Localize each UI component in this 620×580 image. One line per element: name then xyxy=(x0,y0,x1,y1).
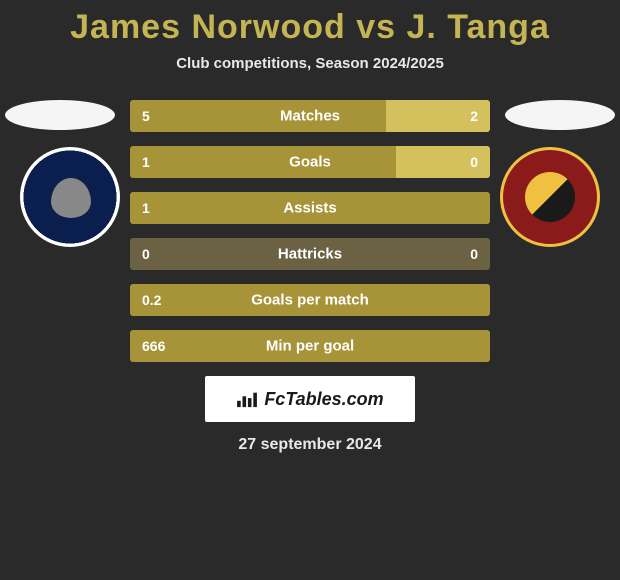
bar-value-player1: 666 xyxy=(142,338,165,354)
bar-value-player1: 5 xyxy=(142,108,150,124)
brand-chart-icon xyxy=(236,390,258,408)
bar-value-player1: 0 xyxy=(142,246,150,262)
stat-bar-row: 5 2 Matches xyxy=(130,100,490,132)
bar-label: Assists xyxy=(283,200,336,217)
bar-label: Min per goal xyxy=(266,338,354,355)
bar-label: Goals per match xyxy=(251,292,369,309)
team2-crest-icon xyxy=(500,147,600,247)
stat-bar-row: 666 Min per goal xyxy=(130,330,490,362)
bar-value-player1: 1 xyxy=(142,200,150,216)
comparison-card: James Norwood vs J. Tanga Club competiti… xyxy=(0,0,620,454)
team1-crest-icon xyxy=(20,147,120,247)
bar-value-player1: 0.2 xyxy=(142,292,161,308)
bar-value-player1: 1 xyxy=(142,154,150,170)
bar-label: Hattricks xyxy=(278,246,342,263)
stat-bars: 5 2 Matches 1 0 Goals 1 Assists 0 0 Hattricks 0.2 Go… xyxy=(130,100,490,362)
stat-bar-row: 1 0 Goals xyxy=(130,146,490,178)
bar-segment-player1 xyxy=(130,100,386,132)
player2-avatar-placeholder xyxy=(505,100,615,130)
stat-bar-row: 0.2 Goals per match xyxy=(130,284,490,316)
subtitle: Club competitions, Season 2024/2025 xyxy=(0,55,620,72)
bar-value-player2: 0 xyxy=(470,154,478,170)
footer-date: 27 september 2024 xyxy=(0,436,620,454)
bar-label: Goals xyxy=(289,154,331,171)
bar-label: Matches xyxy=(280,108,340,125)
stat-bar-row: 1 Assists xyxy=(130,192,490,224)
bar-value-player2: 2 xyxy=(470,108,478,124)
bar-segment-player1 xyxy=(130,146,396,178)
brand-text: FcTables.com xyxy=(264,389,383,410)
stat-bar-row: 0 0 Hattricks xyxy=(130,238,490,270)
page-title: James Norwood vs J. Tanga xyxy=(0,8,620,47)
bar-value-player2: 0 xyxy=(470,246,478,262)
footer-brand: FcTables.com xyxy=(205,376,415,422)
player1-avatar-placeholder xyxy=(5,100,115,130)
